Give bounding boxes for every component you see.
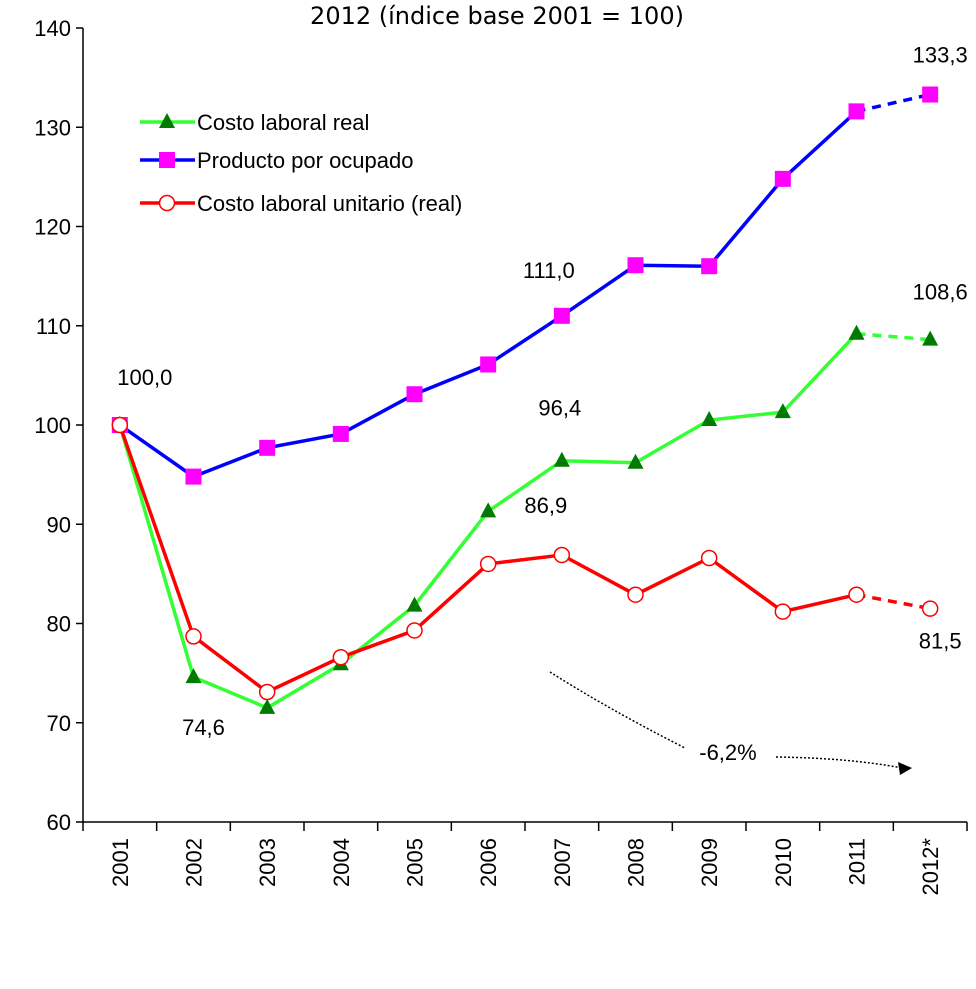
marker (848, 586, 865, 603)
marker (553, 451, 570, 467)
x-tick-label: 2010 (771, 838, 796, 887)
legend-label: Producto por ocupado (197, 148, 414, 173)
projected-line (856, 92, 931, 114)
x-tick-label: 2006 (476, 838, 501, 887)
x-tick-label: 2005 (403, 838, 428, 887)
marker (553, 546, 571, 564)
marker (185, 468, 202, 485)
data-label: 96,4 (538, 396, 581, 421)
data-label: 100,0 (117, 365, 172, 390)
marker (332, 648, 350, 666)
marker (259, 698, 276, 714)
y-tick-label: 110 (36, 314, 71, 339)
marker (627, 586, 644, 603)
chart-title: 2012 (índice base 2001 = 100) (310, 2, 684, 30)
marker (406, 386, 423, 403)
marker (406, 622, 423, 639)
marker (159, 113, 175, 128)
x-tick-label: 2001 (108, 838, 133, 887)
marker (774, 403, 791, 419)
y-tick-label: 100 (34, 413, 71, 438)
x-tick-label: 2007 (550, 838, 575, 887)
x-tick-label: 2004 (329, 838, 354, 887)
marker (701, 258, 718, 275)
x-tick-label: 2002 (182, 838, 207, 887)
marker (700, 549, 718, 567)
data-label: 133,3 (913, 42, 968, 67)
arrow-curve (549, 671, 686, 749)
legend-label: Costo laboral unitario (real) (197, 191, 462, 216)
series (111, 324, 939, 714)
x-tick-label: 2003 (255, 838, 280, 887)
marker (159, 152, 175, 168)
x-tick-label: 2009 (697, 838, 722, 887)
marker (774, 170, 791, 187)
x-tick-label: 2011 (845, 838, 870, 885)
annotation: -6,2% (699, 740, 756, 765)
marker (259, 439, 276, 456)
arrow-curve (775, 756, 903, 769)
data-label: 108,6 (913, 280, 968, 305)
legend-label: Costo laboral real (197, 110, 369, 135)
y-tick-label: 130 (34, 115, 71, 140)
x-tick-label: 2008 (624, 838, 649, 887)
marker (185, 668, 202, 684)
marker (774, 603, 792, 620)
marker (479, 555, 497, 573)
marker (701, 411, 718, 427)
x-tick-label: 2012* (918, 838, 943, 896)
line (118, 332, 858, 710)
marker (258, 683, 276, 701)
marker (406, 596, 423, 612)
marker (480, 502, 497, 518)
data-label: 86,9 (524, 493, 567, 518)
series (111, 86, 939, 485)
marker (848, 324, 865, 340)
data-label: 81,5 (919, 629, 962, 654)
marker (922, 330, 939, 346)
projected-line (856, 331, 931, 342)
series (111, 416, 939, 701)
data-label: 111,0 (523, 258, 575, 283)
marker (111, 416, 129, 434)
y-tick-label: 90 (47, 512, 71, 537)
marker (480, 356, 497, 373)
marker (922, 86, 939, 103)
change-arrow (549, 671, 903, 769)
marker (332, 425, 349, 442)
marker (848, 103, 865, 120)
y-tick-label: 60 (47, 810, 71, 835)
marker (185, 628, 202, 645)
y-tick-label: 70 (47, 711, 71, 736)
arrow-head (898, 762, 912, 775)
data-label: 74,6 (182, 715, 225, 740)
marker (158, 194, 176, 212)
marker (627, 257, 644, 274)
y-tick-label: 80 (47, 612, 71, 637)
marker (921, 600, 939, 617)
y-tick-label: 140 (34, 16, 71, 41)
projected-line (856, 592, 931, 611)
marker (553, 307, 570, 324)
y-tick-label: 120 (34, 215, 71, 240)
marker (627, 453, 644, 469)
